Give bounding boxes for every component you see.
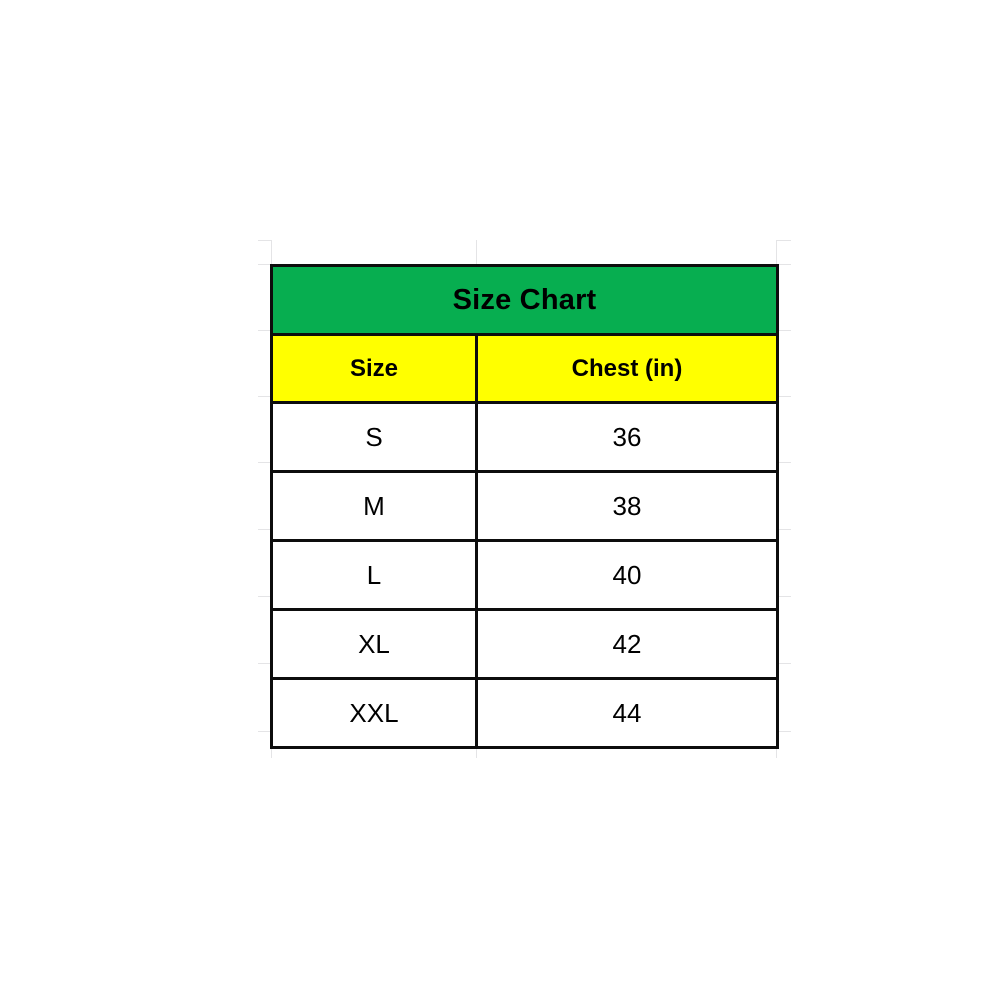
gridline-stub-row-left-4 <box>258 462 271 463</box>
gridline-stub-row-right-3 <box>777 396 791 397</box>
size-chart-header-row: Size Chest (in) <box>270 333 780 404</box>
gridline-stub-horizontal-top <box>258 240 272 241</box>
gridline-stub-row-left-6 <box>258 596 271 597</box>
gridline-stub-row-right-8 <box>777 731 791 732</box>
cell-size: S <box>270 401 478 473</box>
cell-size: XXL <box>270 677 478 749</box>
table-row: L 40 <box>270 539 780 611</box>
table-row: XXL 44 <box>270 677 780 749</box>
size-chart-title-row: Size Chart <box>269 264 780 336</box>
cell-chest: 42 <box>474 608 780 680</box>
size-chart-table: Size Chart Size Chest (in) S 36 M 38 L 4… <box>269 264 780 749</box>
gridline-stub-row-left-3 <box>258 396 271 397</box>
size-chart-title: Size Chart <box>269 264 780 336</box>
cell-size: XL <box>270 608 478 680</box>
gridline-stub-row-left-8 <box>258 731 271 732</box>
cell-chest: 44 <box>474 677 780 749</box>
gridline-stub-row-right-1 <box>777 264 791 265</box>
gridline-stub-row-right-7 <box>777 663 791 664</box>
column-header-chest: Chest (in) <box>474 333 780 404</box>
cell-chest: 40 <box>474 539 780 611</box>
gridline-stub-row-left-1 <box>258 264 271 265</box>
gridline-stub-row-right-4 <box>777 462 791 463</box>
gridline-stub-vertical-left-top <box>271 240 272 264</box>
gridline-stub-row-left-7 <box>258 663 271 664</box>
gridline-stub-row-right-6 <box>777 596 791 597</box>
gridline-stub-vertical-middle-top <box>476 240 477 264</box>
gridline-stub-row-left-2 <box>258 330 271 331</box>
gridline-stub-vertical-right-top <box>776 240 777 264</box>
gridline-stub-row-left-5 <box>258 529 271 530</box>
table-row: M 38 <box>270 470 780 542</box>
cell-chest: 36 <box>474 401 780 473</box>
column-header-size: Size <box>270 333 478 404</box>
table-row: XL 42 <box>270 608 780 680</box>
cell-size: M <box>270 470 478 542</box>
gridline-stub-row-right-2 <box>777 330 791 331</box>
cell-size: L <box>270 539 478 611</box>
table-row: S 36 <box>270 401 780 473</box>
gridline-stub-horizontal-top-right <box>777 240 791 241</box>
gridline-stub-row-right-5 <box>777 529 791 530</box>
cell-chest: 38 <box>474 470 780 542</box>
